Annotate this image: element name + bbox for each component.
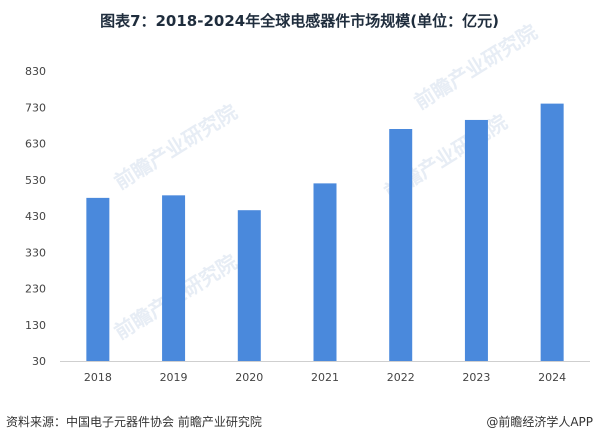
bar-2020 — [237, 210, 261, 361]
y-tick-label: 530 — [25, 174, 46, 187]
y-tick-label: 430 — [25, 210, 46, 223]
credit-note: @前瞻经济学人APP — [486, 415, 593, 429]
x-tick-label: 2023 — [462, 371, 490, 384]
x-tick-label: 2022 — [387, 371, 415, 384]
bar-2022 — [389, 129, 413, 361]
chart-title: 图表7：2018-2024年全球电感器件市场规模(单位：亿元) — [100, 12, 499, 30]
bar-2023 — [464, 119, 488, 361]
bar-2019 — [162, 195, 186, 361]
x-tick-label: 2019 — [160, 371, 188, 384]
y-tick-label: 330 — [25, 246, 46, 259]
bar-2021 — [313, 183, 337, 361]
y-tick-label: 130 — [25, 319, 46, 332]
watermark-text: 前瞻产业研究院 — [410, 20, 541, 115]
x-axis: 2018 2019 2020 2021 2022 2023 2024 — [84, 371, 566, 384]
x-tick-label: 2021 — [311, 371, 339, 384]
bar-2018 — [86, 197, 110, 361]
x-tick-label: 2024 — [538, 371, 566, 384]
x-tick-label: 2020 — [235, 371, 263, 384]
x-tick-label: 2018 — [84, 371, 112, 384]
y-tick-label: 30 — [32, 355, 46, 368]
watermark-text: 前瞻产业研究院 — [110, 100, 241, 195]
y-axis: 30 130 230 330 430 530 630 730 830 — [25, 65, 46, 368]
bars — [86, 103, 564, 361]
source-note: 资料来源：中国电子元器件协会 前瞻产业研究院 — [6, 415, 262, 429]
bar-2024 — [540, 103, 564, 361]
bar-chart: 前瞻产业研究院前瞻产业研究院前瞻产业研究院前瞻产业研究院 30130230330… — [25, 20, 590, 384]
y-tick-label: 630 — [25, 138, 46, 151]
y-tick-label: 830 — [25, 65, 46, 78]
y-tick-label: 230 — [25, 283, 46, 296]
y-tick-label: 730 — [25, 101, 46, 114]
